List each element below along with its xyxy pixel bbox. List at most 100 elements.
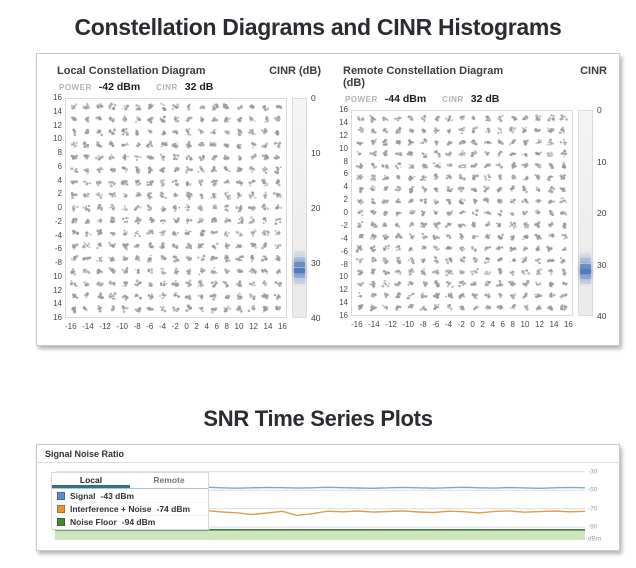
remote-y-axis-ticks: 16 14 12 10 8 6 4 2 0 -2 -4 -6 -8 10 12 14 16 [339, 105, 348, 320]
remote-stats-row: POWER -44 dBm CINR 32 dB [331, 89, 613, 110]
tick-label: 12 [249, 322, 258, 331]
legend-interference-value: -74 dBm [156, 504, 191, 514]
legend-item-noise-floor[interactable]: Noise Floor -94 dBm [52, 515, 208, 528]
tab-remote[interactable]: Remote [153, 475, 185, 485]
snr-panel-title: Signal Noise Ratio [37, 445, 619, 463]
tick-label: 10 [520, 320, 530, 329]
local-panel-header: Local Constellation Diagram CINR (dB) [45, 60, 327, 77]
local-power-label: POWER [59, 83, 92, 92]
remote-plot-row: 16 14 12 10 8 6 4 2 0 -2 -4 -6 -8 10 12 14 16 0 10 20 30 40 [331, 105, 613, 321]
remote-power-label: POWER [345, 95, 378, 104]
tick-label: 14 [549, 320, 559, 329]
cinr-histogram-band [294, 256, 305, 262]
local-constellation-plot [65, 98, 287, 318]
local-plot-row: 16 14 12 10 8 6 4 2 0 -2 -4 -6 -8 10 12 14 16 0 10 20 30 40 [45, 93, 327, 323]
tick-label: -12 [99, 322, 111, 331]
local-x-axis-ticks: -16 -14 -12 -10 -8 -6 -4 -2 0 2 4 6 8 10 12 14 16 [65, 322, 287, 331]
local-cinr-value: 32 dB [184, 81, 214, 93]
local-cinr-histogram [292, 98, 307, 318]
legend-item-interference[interactable]: Interference + Noise -74 dBm [52, 502, 208, 515]
snr-axis-unit-label: dBm [588, 535, 602, 543]
tick-label: -16 [351, 320, 363, 329]
local-cinr-axis-title: CINR (dB) [269, 65, 321, 77]
local-stats-row: POWER -42 dBm CINR 32 dB [45, 77, 327, 98]
legend-item-signal[interactable]: Signal -43 dBm [52, 490, 208, 502]
cinr-histogram-band [580, 278, 591, 284]
remote-panel-header: Remote Constellation Diagram CINR [331, 60, 613, 77]
local-panel-title: Local Constellation Diagram [57, 65, 206, 77]
local-power-value: -42 dBm [98, 81, 141, 93]
cinr-histogram-band [580, 263, 591, 269]
tick-label: 2 [480, 320, 485, 329]
tick-label: 6 [214, 322, 219, 331]
remote-power-value: -44 dBm [384, 93, 427, 105]
remote-constellation-panel: Remote Constellation Diagram CINR (dB) P… [329, 58, 615, 337]
snr-legend-items: Signal -43 dBm Interference + Noise -74 … [52, 489, 208, 529]
remote-cinr-axis-title-wrap: (dB) [343, 77, 365, 89]
snr-legend-tabs: Local Remote [52, 473, 208, 489]
tick-label: 16 [563, 320, 573, 329]
tick-label: 2 [194, 322, 199, 331]
cinr-histogram-band [580, 258, 591, 264]
cinr-histogram-band [294, 251, 305, 257]
snr-card: Signal Noise Ratio -30 -50 -70 -90 dBm Local… [36, 444, 620, 551]
tick-label: -10 [402, 320, 414, 329]
cinr-histogram-band [580, 253, 591, 259]
cinr-histogram-band [580, 273, 591, 279]
remote-cinr-histogram [578, 110, 593, 316]
tick-label: -6 [146, 322, 154, 331]
cinr-histogram-band [294, 267, 305, 273]
constellation-card: Local Constellation Diagram CINR (dB) PO… [36, 53, 620, 346]
snr-axis-label: -30 [588, 468, 598, 476]
tick-label: -8 [419, 320, 427, 329]
page-title: Constellation Diagrams and CINR Histogra… [74, 14, 562, 40]
local-cinr-label: CINR [156, 83, 178, 92]
remote-cinr-label: CINR [442, 95, 464, 104]
interference-swatch-icon [57, 505, 65, 513]
tick-label: 0 [470, 320, 475, 329]
tick-label: -14 [368, 320, 380, 329]
remote-x-axis-ticks: -16 -14 -12 -10 -8 -6 -4 -2 0 2 4 6 8 10 12 14 16 [351, 320, 573, 329]
cinr-histogram-band [294, 273, 305, 279]
tick-label: 10 [234, 322, 244, 331]
remote-constellation-plot [351, 110, 573, 316]
tick-label: -2 [171, 322, 179, 331]
tick-label: -16 [65, 322, 77, 331]
tick-label: 8 [224, 322, 229, 331]
remote-cinr-axis-title: CINR [580, 65, 607, 77]
signal-swatch-icon [57, 492, 65, 500]
cinr-histogram-band [294, 278, 305, 284]
noise-floor-swatch-icon [57, 518, 65, 526]
snr-plot-body: -30 -50 -70 -90 dBm Local Remote Signal -43 … [37, 463, 619, 550]
local-histogram-axis-ticks: 0 10 20 30 40 [311, 93, 321, 323]
tick-label: -6 [432, 320, 440, 329]
local-y-axis-ticks: 16 14 12 10 8 6 4 2 0 -2 -4 -6 -8 10 12 14 16 [53, 93, 62, 322]
legend-signal-name: Signal [70, 491, 96, 501]
tick-label: -4 [158, 322, 167, 331]
local-constellation-panel: Local Constellation Diagram CINR (dB) PO… [43, 58, 329, 337]
tick-label: 14 [263, 322, 273, 331]
tick-label: 16 [277, 322, 287, 331]
legend-signal-value: -43 dBm [100, 491, 135, 501]
legend-noise-floor-name: Noise Floor [70, 517, 117, 527]
tick-label: 6 [500, 320, 505, 329]
remote-histogram-axis-ticks: 0 10 20 30 40 [597, 105, 607, 321]
tick-label: 8 [510, 320, 515, 329]
tick-label: 0 [184, 322, 189, 331]
snr-section-title: SNR Time Series Plots [203, 406, 433, 431]
tab-local[interactable]: Local [52, 473, 130, 488]
tick-label: 4 [204, 322, 209, 331]
tick-label: -8 [133, 322, 141, 331]
tick-label: -10 [116, 322, 128, 331]
tick-label: 4 [490, 320, 495, 329]
local-constellation-dots [69, 102, 283, 314]
remote-panel-title: Remote Constellation Diagram [343, 65, 504, 77]
snr-right-axis: -30 -50 -70 -90 dBm [588, 468, 614, 543]
snr-axis-label: -90 [588, 523, 598, 531]
remote-constellation-dots [355, 114, 568, 312]
tick-label: -14 [82, 322, 94, 331]
remote-cinr-value: 32 dB [470, 93, 500, 105]
legend-interference-name: Interference + Noise [70, 504, 152, 514]
tick-label: -2 [457, 320, 465, 329]
